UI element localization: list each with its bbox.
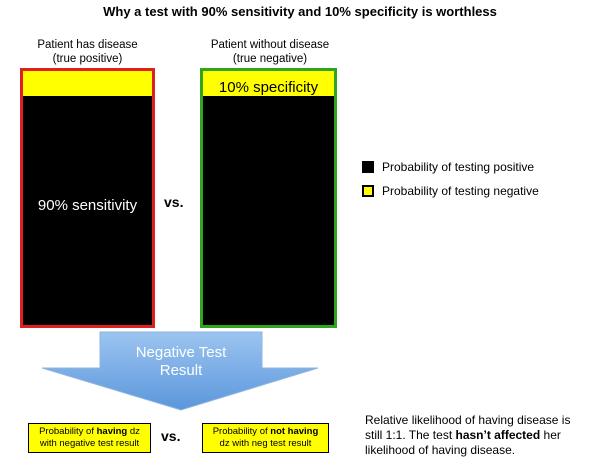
legend-swatch-negative	[362, 185, 374, 197]
no-disease-header-line2: (true negative)	[232, 53, 308, 65]
disease-column-header: Patient has disease (true positive)	[20, 38, 155, 66]
probability-having-disease-box: Probability of having dz with negative t…	[28, 423, 151, 453]
having-box-line2: with negative test result	[39, 438, 140, 449]
specificity-label: 10% specificity	[218, 79, 319, 96]
legend: Probability of testing positive Probabil…	[362, 160, 539, 198]
no-disease-column-header: Patient without disease (true negative)	[190, 38, 350, 66]
legend-label-positive: Probability of testing positive	[382, 160, 535, 174]
down-arrow-shape	[41, 331, 319, 411]
disease-bar-negative-portion	[23, 71, 152, 97]
having-box-line1: Probability of having dz	[39, 426, 140, 437]
no-disease-bar-negative-portion	[203, 71, 334, 97]
no-disease-bar: 10% specificity	[200, 68, 337, 328]
not-having-box-line2: dz with neg test result	[219, 438, 312, 449]
disease-header-line2: (true positive)	[52, 53, 123, 65]
arrow-label-line1: Negative Test	[135, 344, 227, 361]
arrow-label: Negative Test Result	[100, 344, 262, 380]
vs-label: vs.	[164, 194, 184, 210]
sensitivity-label: 90% sensitivity	[37, 197, 138, 214]
probability-not-having-disease-box: Probability of not having dz with neg te…	[202, 423, 329, 453]
bottom-vs-label: vs.	[161, 428, 181, 444]
legend-item-positive: Probability of testing positive	[362, 160, 539, 174]
arrow-label-line2: Result	[159, 362, 203, 379]
no-disease-header-line1: Patient without disease	[210, 39, 330, 51]
page-title: Why a test with 90% sensitivity and 10% …	[103, 4, 497, 19]
relative-likelihood-note: Relative likelihood of having disease is…	[365, 413, 571, 457]
legend-swatch-positive	[362, 161, 374, 173]
legend-item-negative: Probability of testing negative	[362, 184, 539, 198]
not-having-box-line1: Probability of not having	[212, 426, 319, 437]
disease-header-line1: Patient has disease	[37, 39, 138, 51]
legend-label-negative: Probability of testing negative	[382, 184, 539, 198]
disease-bar: 90% sensitivity	[20, 68, 155, 328]
